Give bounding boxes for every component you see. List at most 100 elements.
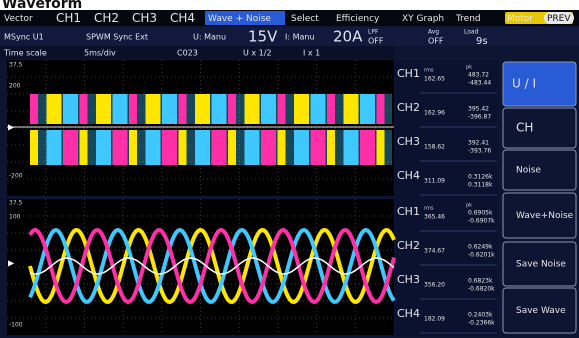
marker: ▶ (8, 259, 15, 268)
status-bar (0, 27, 579, 46)
pk-pos-value: 395.42 (468, 106, 489, 113)
pwm-block (261, 94, 276, 124)
pwm-block (129, 130, 137, 165)
tab[interactable]: CH1 (56, 11, 81, 25)
channel-label: CH3 (397, 135, 420, 148)
readout-panel (395, 60, 499, 336)
pwm-block (360, 130, 375, 165)
pwm-block (211, 130, 227, 165)
status-item: OFF (368, 37, 384, 46)
pwm-block (79, 130, 88, 165)
pwm-block (294, 130, 309, 165)
tab[interactable]: CH4 (170, 11, 195, 25)
tab[interactable]: Motor (507, 14, 533, 24)
pwm-block (228, 130, 236, 165)
pwm-block (129, 94, 137, 124)
menu-button[interactable] (502, 149, 577, 191)
menu-button-label[interactable]: Save Noise (516, 260, 566, 270)
status-item: I: Manu (285, 33, 315, 42)
tab[interactable]: Vector (4, 14, 33, 24)
page-title: Waveform (2, 0, 82, 12)
pk-neg-value: -0.6820k (468, 286, 495, 293)
scale-item: U x 1/2 (243, 49, 272, 58)
pwm-block (178, 94, 187, 124)
pwm-block (46, 94, 62, 124)
tab[interactable]: CH3 (132, 11, 157, 25)
status-item: LPF (368, 29, 379, 36)
unit-label: rms (424, 68, 434, 74)
axis-label: 200 (9, 83, 21, 90)
pwm-block (63, 94, 78, 124)
pk-neg-value: 0.3118k (468, 182, 493, 189)
pk-pos-value: 392.41 (468, 140, 489, 147)
pwm-block (30, 130, 38, 165)
channel-label: CH4 (397, 307, 420, 320)
tab-active (205, 11, 285, 25)
pwm-block (145, 94, 161, 124)
pwm-block (162, 130, 177, 165)
menu-button[interactable] (502, 61, 577, 107)
pwm-block (178, 130, 187, 165)
menu-button[interactable] (502, 192, 577, 239)
pwm-block (145, 130, 161, 165)
waveform (28, 227, 396, 305)
axis-label: 37.5 (9, 200, 23, 207)
tab[interactable]: Wave + Noise (208, 14, 271, 24)
rms-value: 365.46 (424, 214, 445, 221)
menu-button-label[interactable]: Noise (516, 166, 541, 176)
pwm-block (360, 94, 375, 124)
unit-label: pk (466, 203, 472, 209)
pwm-block (327, 94, 335, 124)
pwm-block (376, 130, 385, 165)
status-item: 9s (476, 36, 488, 47)
pk-neg-value: -396.87 (468, 114, 491, 121)
waveform (28, 228, 396, 305)
tab-prev (544, 12, 574, 24)
menu-button-label[interactable]: CH (516, 121, 533, 135)
tab[interactable]: Trend (455, 14, 481, 24)
pwm-block (211, 94, 227, 124)
rms-value: 158.62 (424, 144, 445, 151)
rms-value: 182.09 (424, 316, 445, 323)
rms-value: 162.65 (424, 76, 445, 83)
scale-item: 5ms/div (84, 49, 116, 58)
pwm-block (96, 94, 111, 124)
pk-neg-value: -0.6907k (468, 218, 495, 225)
waveform (29, 257, 395, 275)
tab[interactable]: PREV (547, 14, 571, 24)
status-item: MSync U1 (4, 33, 44, 42)
menu-button-label[interactable]: Save Wave (516, 306, 566, 316)
pk-pos-value: 483.72 (468, 72, 489, 79)
scale-item: C023 (177, 49, 198, 58)
menu-button[interactable] (502, 287, 577, 334)
pk-pos-value: 0.6905k (468, 210, 493, 217)
channel-label: CH3 (397, 273, 420, 286)
pwm-block (162, 94, 177, 124)
pwm-block (96, 130, 111, 165)
menu-button[interactable] (502, 107, 577, 149)
tab[interactable]: XY Graph (402, 14, 444, 24)
tab[interactable]: Select (291, 14, 319, 24)
channel-label: CH2 (397, 239, 420, 252)
status-item: 15V (248, 28, 278, 46)
menu-button[interactable] (502, 241, 577, 287)
pk-pos-value: 0.2403k (468, 312, 493, 319)
pk-neg-value: -0.6201k (468, 252, 495, 259)
axis-label: 37.5 (9, 62, 23, 69)
tab[interactable]: Efficiency (336, 14, 380, 24)
pwm-block (294, 94, 309, 124)
pwm-block (343, 94, 359, 124)
status-item: 20A (333, 28, 363, 46)
pk-pos-value: 0.3126k (468, 174, 493, 181)
tab[interactable]: CH2 (94, 11, 119, 25)
channel-label: CH1 (397, 67, 420, 80)
rms-value: 356.20 (424, 282, 445, 289)
scale-item: I x 1 (303, 49, 320, 58)
menu-button-label[interactable]: Wave+Noise (516, 211, 574, 221)
menu-button-label[interactable]: U / I (512, 77, 536, 91)
pwm-block (228, 94, 236, 124)
status-item: OFF (428, 37, 444, 46)
waveform (28, 227, 396, 304)
pwm-block (46, 130, 62, 165)
